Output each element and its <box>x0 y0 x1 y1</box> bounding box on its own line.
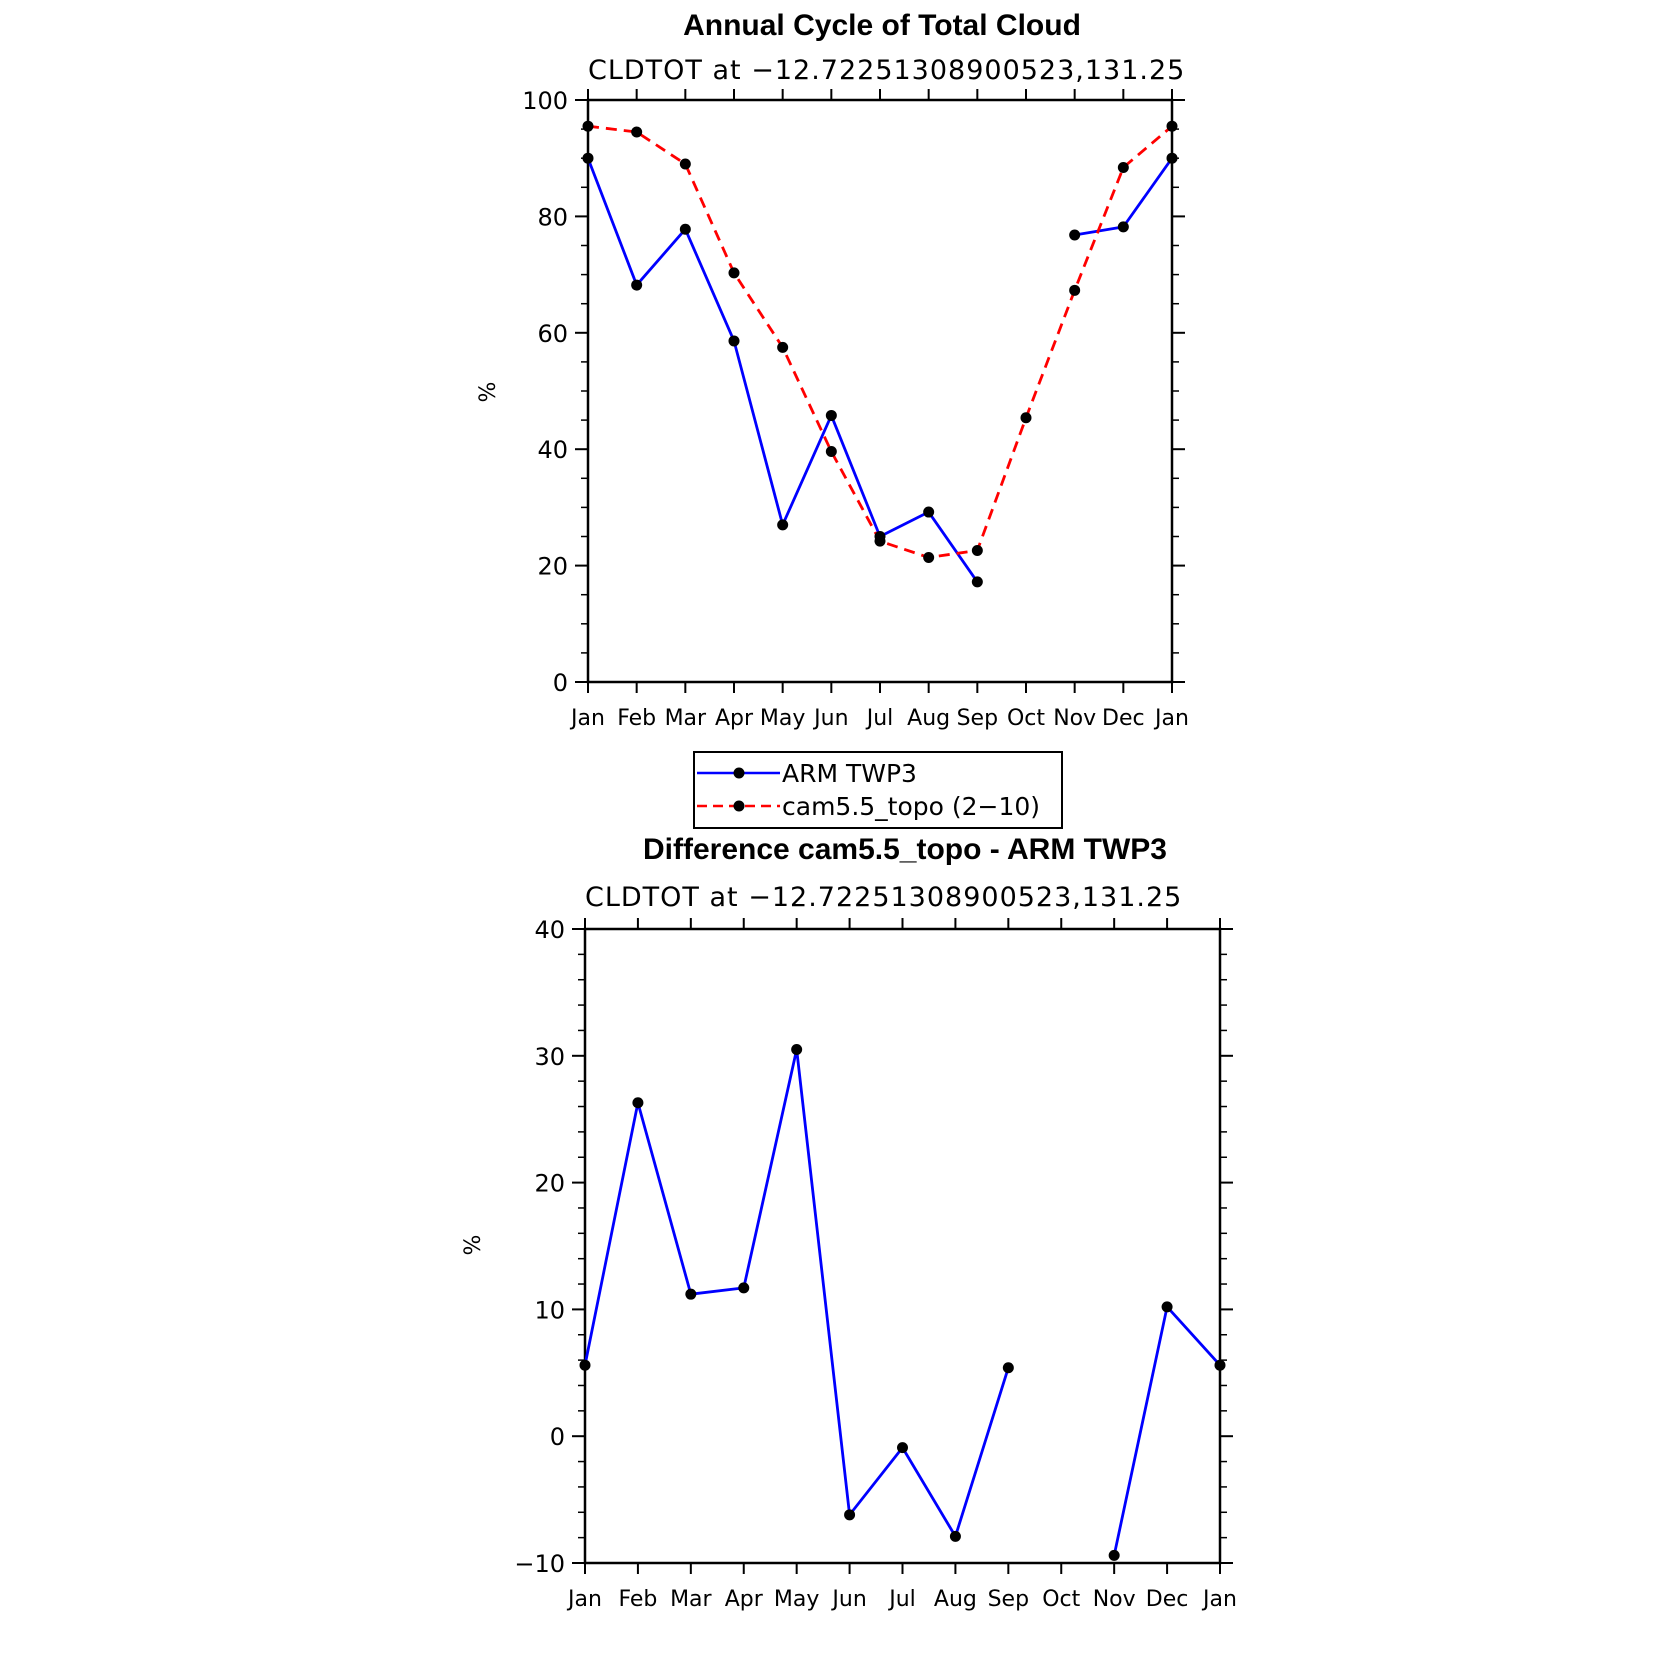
top-ytick-label: 80 <box>537 203 568 231</box>
top-ytick-label: 100 <box>522 87 568 115</box>
top-series-0-point <box>1166 152 1178 164</box>
top-series-0-point <box>923 506 935 518</box>
bottom-frame <box>583 927 1222 1565</box>
bottom-xtick-label: Apr <box>725 1587 764 1612</box>
bottom-xtick-label: Feb <box>618 1587 657 1612</box>
bottom-chart-subtitle: CLDTOT at −12.72251308900523,131.25 <box>585 882 1182 913</box>
top-xtick-label: Oct <box>1007 706 1045 731</box>
top-series-0-point <box>679 223 691 235</box>
top-series-0-point <box>728 335 740 347</box>
top-series-0-point <box>1117 221 1129 233</box>
top-plot-area: Jan Feb Mar Apr May Jun Jul Aug Sep Oct Nov Dec Jan0… <box>522 87 1189 731</box>
top-xtick-label: Feb <box>617 706 656 731</box>
top-xtick-label: Jun <box>812 706 848 731</box>
top-xtick-label: Apr <box>715 706 754 731</box>
top-series-1-point <box>825 446 837 458</box>
bottom-series-0-point <box>949 1530 961 1542</box>
bottom-xtick-label: Jan <box>566 1587 602 1612</box>
bottom-xtick-label: Aug <box>934 1587 977 1612</box>
bottom-series-0-point <box>1002 1362 1014 1374</box>
top-series-1-point <box>971 544 983 556</box>
bottom-xtick-label: Oct <box>1042 1587 1080 1612</box>
bottom-xtick-label: Nov <box>1093 1587 1136 1612</box>
bottom-xtick-label: Dec <box>1146 1587 1189 1612</box>
bottom-series-0-point <box>844 1509 856 1521</box>
legend-label-cam: cam5.5_topo (2−10) <box>782 792 1040 821</box>
top-xtick-label: Jan <box>1153 706 1189 731</box>
bottom-xtick-label: Jun <box>830 1587 866 1612</box>
bottom-series-0-point <box>738 1282 750 1294</box>
top-frame <box>586 98 1174 684</box>
bottom-ytick-label: 30 <box>534 1043 565 1071</box>
top-ytick-label: 40 <box>537 436 568 464</box>
top-series-0-point <box>777 519 789 531</box>
top-xtick-label: Sep <box>957 706 998 731</box>
bottom-plot-area: Jan Feb Mar Apr May Jun Jul Aug Sep Oct Nov Dec Jan−… <box>514 916 1237 1612</box>
top-ytick-label: 20 <box>537 553 568 581</box>
bottom-series-0-point <box>1161 1301 1173 1313</box>
bottom-chart-ylabel: % <box>461 1235 486 1256</box>
bottom-series-0-point <box>579 1359 591 1371</box>
top-series-1-point <box>777 341 789 353</box>
bottom-series-0-point <box>632 1097 644 1109</box>
top-chart-ylabel: % <box>476 382 501 403</box>
top-series-0-point <box>971 576 983 588</box>
legend: ARM TWP3 cam5.5_topo (2−10) <box>693 751 1063 829</box>
top-xtick-label: Mar <box>665 706 707 731</box>
top-xtick-label: May <box>760 706 805 731</box>
top-series-1-point <box>1069 284 1081 296</box>
bottom-series-0-point <box>897 1442 908 1454</box>
bottom-ytick-label: 20 <box>534 1170 565 1198</box>
legend-marker-arm <box>733 767 745 779</box>
legend-marker-cam <box>733 800 745 812</box>
top-series-1-point <box>923 551 935 563</box>
bottom-series-0-point <box>1214 1359 1226 1371</box>
top-series-0-point <box>582 152 594 164</box>
bottom-xtick-label: Jan <box>1201 1587 1237 1612</box>
bottom-xtick-label: Mar <box>670 1587 712 1612</box>
top-xtick-label: Jan <box>569 706 605 731</box>
top-series-1-point <box>1166 120 1178 132</box>
top-series-1-point <box>679 158 691 170</box>
legend-label-arm: ARM TWP3 <box>782 759 917 788</box>
top-series-0-point <box>1069 229 1081 241</box>
top-chart-title: Annual Cycle of Total Cloud <box>683 9 1081 42</box>
top-xtick-label: Jul <box>865 706 894 731</box>
bottom-ytick-label: 40 <box>534 916 565 944</box>
top-ytick-label: 0 <box>553 669 568 697</box>
top-series-1-point <box>874 535 886 547</box>
bottom-xtick-label: Jul <box>887 1587 916 1612</box>
bottom-ytick-label: 0 <box>550 1423 565 1451</box>
bottom-ytick-label: 10 <box>534 1296 565 1324</box>
bottom-xtick-label: May <box>774 1587 819 1612</box>
top-series-1-point <box>582 120 594 132</box>
top-series-1-point <box>1117 162 1129 174</box>
top-xtick-label: Nov <box>1053 706 1096 731</box>
legend-box <box>693 751 1063 829</box>
bottom-series-0-line <box>583 1048 1010 1538</box>
top-series-1-point <box>1020 412 1032 424</box>
top-series-1-point <box>728 267 740 279</box>
bottom-series-0-line <box>1112 1305 1222 1556</box>
top-chart-subtitle: CLDTOT at −12.72251308900523,131.25 <box>588 55 1185 86</box>
top-series-0-line <box>586 157 979 583</box>
bottom-xtick-label: Sep <box>988 1587 1029 1612</box>
bottom-series-0-point <box>685 1288 697 1300</box>
bottom-series-0-point <box>791 1043 803 1055</box>
top-series-0-point <box>825 409 837 421</box>
bottom-ytick-label: −10 <box>514 1550 565 1578</box>
top-xtick-label: Aug <box>907 706 950 731</box>
bottom-chart-title: Difference cam5.5_topo - ARM TWP3 <box>643 833 1167 866</box>
top-series-1-line <box>587 124 1173 559</box>
top-xtick-label: Dec <box>1102 706 1145 731</box>
bottom-series-0-point <box>1108 1549 1120 1561</box>
top-ytick-label: 60 <box>537 320 568 348</box>
top-series-0-point <box>631 279 643 291</box>
top-series-1-point <box>631 126 643 138</box>
